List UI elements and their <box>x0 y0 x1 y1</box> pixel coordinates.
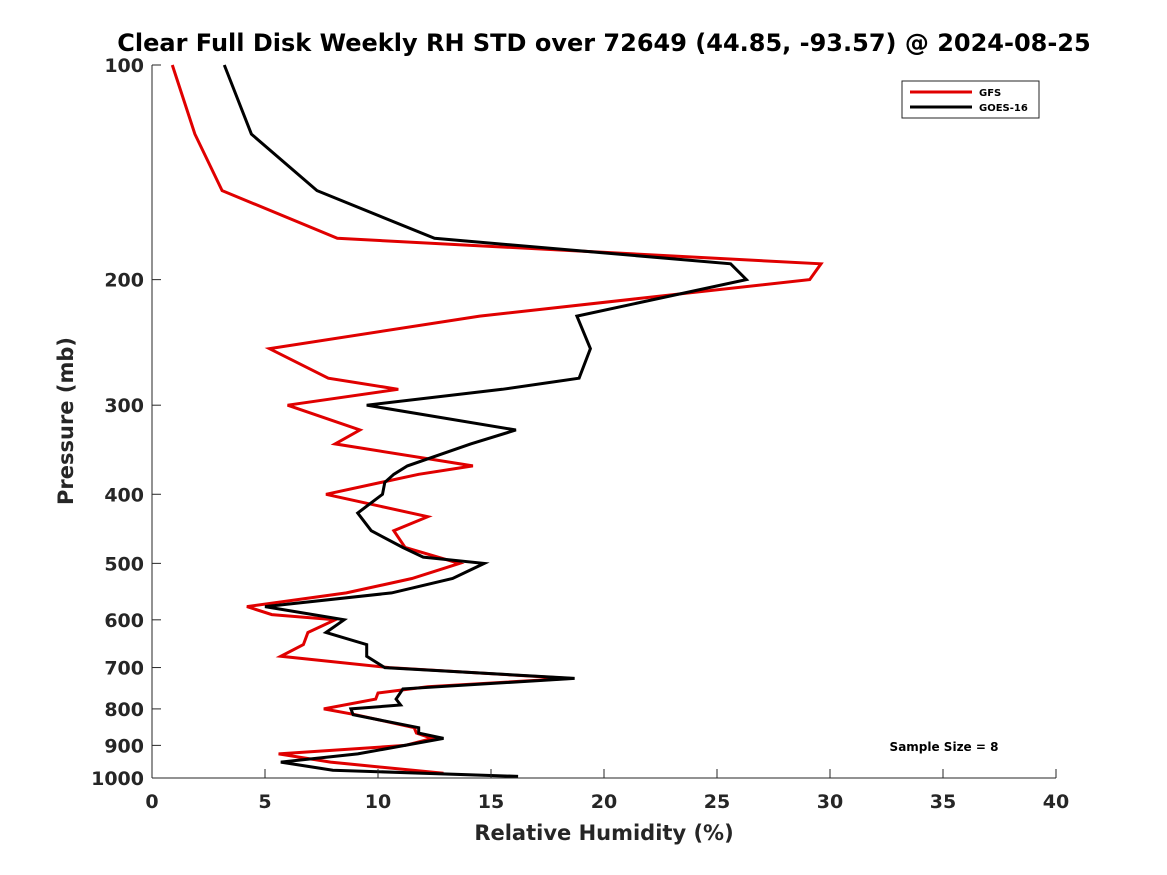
y-tick-label: 900 <box>104 735 144 757</box>
x-tick-label: 5 <box>258 791 271 813</box>
legend: GFS GOES-16 <box>901 80 1040 119</box>
y-tick-label: 1000 <box>91 768 144 790</box>
legend-label-goes-16: GOES-16 <box>979 103 1028 114</box>
sample-size-annotation: Sample Size = 8 <box>890 740 999 754</box>
x-tick-label: 20 <box>591 791 617 813</box>
y-tick-label: 800 <box>104 699 144 721</box>
x-axis-label: Relative Humidity (%) <box>474 821 733 845</box>
y-axis-ticks: 100 200 300 400 500 600 700 800 900 1000 <box>91 55 161 790</box>
x-tick-label: 40 <box>1043 791 1069 813</box>
y-tick-label: 100 <box>104 55 144 77</box>
series-line-goes-16 <box>222 64 750 778</box>
x-tick-label: 30 <box>817 791 843 813</box>
y-tick-label: 200 <box>104 270 144 292</box>
x-tick-label: 35 <box>930 791 956 813</box>
plot-area <box>170 64 824 778</box>
y-tick-label: 400 <box>104 484 144 506</box>
y-tick-label: 500 <box>104 553 144 575</box>
x-tick-label: 25 <box>704 791 730 813</box>
y-tick-label: 600 <box>104 610 144 632</box>
y-tick-label: 700 <box>104 658 144 680</box>
legend-label-gfs: GFS <box>979 88 1001 99</box>
x-tick-label: 15 <box>478 791 504 813</box>
y-tick-label: 300 <box>104 395 144 417</box>
axes <box>151 65 1056 779</box>
series-line-gfs <box>170 64 824 775</box>
x-tick-label: 10 <box>365 791 391 813</box>
y-axis-label: Pressure (mb) <box>54 337 78 505</box>
x-tick-label: 0 <box>145 791 158 813</box>
legend-box <box>901 80 1040 119</box>
chart-title: Clear Full Disk Weekly RH STD over 72649… <box>117 29 1090 57</box>
x-axis-ticks: 0 5 10 15 20 25 30 35 40 <box>145 769 1069 813</box>
